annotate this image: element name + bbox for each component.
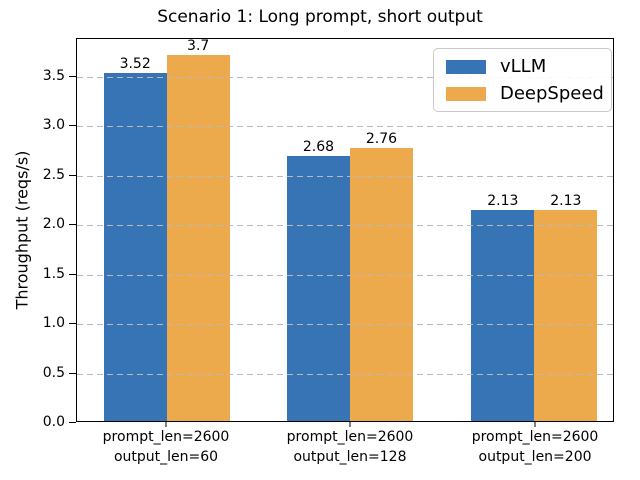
bar-vllm [286, 156, 350, 421]
y-tick-mark [69, 224, 76, 226]
legend-item-vllm: vLLM [446, 56, 599, 77]
bar-column: 3.52 [103, 56, 167, 421]
bar-deepspeed [349, 148, 413, 421]
y-tick-label: 3.0 [42, 117, 65, 134]
gridline [77, 324, 613, 326]
bar-value-label: 3.52 [119, 56, 151, 73]
gridline [77, 175, 613, 177]
bar-value-label: 2.68 [302, 139, 335, 156]
y-tick-mark [69, 125, 76, 127]
bar-column: 2.13 [534, 193, 598, 421]
y-tick-label: 3.5 [42, 68, 65, 85]
y-tick-mark [69, 422, 76, 423]
bar-group: 2.13 2.13 [471, 193, 598, 421]
gridline [77, 274, 613, 276]
x-tick-mark [534, 422, 536, 427]
y-tick-mark [69, 323, 76, 325]
legend-label: vLLM [500, 56, 547, 77]
gridline [77, 126, 613, 128]
bar-value-label: 2.76 [365, 131, 398, 148]
bar-vllm [103, 73, 167, 421]
y-tick-label: 1.5 [42, 265, 65, 282]
bar-vllm [471, 210, 535, 421]
x-tick-label: prompt_len=2600 output_len=128 [286, 429, 414, 466]
gridline [77, 225, 613, 227]
y-tick-label: 2.5 [42, 166, 65, 183]
y-tick-mark [69, 76, 76, 78]
bar-value-label: 2.13 [487, 193, 519, 210]
x-tick-label: prompt_len=2600 output_len=200 [471, 429, 599, 466]
gridline [77, 77, 613, 79]
x-tick-label: prompt_len=2600 output_len=60 [102, 429, 230, 466]
y-tick-mark [69, 273, 76, 275]
bar-column: 2.76 [349, 131, 413, 421]
bar-column: 2.68 [286, 139, 350, 421]
x-tick-mark [349, 422, 351, 427]
bar-deepspeed [534, 210, 598, 421]
chart-title: Scenario 1: Long prompt, short output [157, 7, 483, 27]
bar-value-label: 2.13 [550, 193, 582, 210]
x-tick-mark [165, 422, 167, 427]
gridline [77, 373, 613, 375]
bar-column: 2.13 [471, 193, 535, 421]
bar-group: 2.68 2.76 [286, 131, 413, 421]
legend: vLLM DeepSpeed [433, 48, 612, 112]
bar-column: 3.7 [166, 38, 230, 421]
bar-group: 3.52 3.7 [103, 38, 230, 421]
bar-deepspeed [166, 55, 230, 421]
legend-swatch-deepspeed [446, 86, 486, 101]
y-tick-mark [69, 372, 76, 374]
legend-item-deepspeed: DeepSpeed [446, 83, 604, 104]
bar-value-label: 3.7 [187, 38, 210, 55]
y-tick-label: 0.5 [42, 364, 65, 381]
y-tick-label: 2.0 [42, 216, 65, 233]
legend-label: DeepSpeed [500, 83, 604, 104]
y-tick-label: 1.0 [42, 315, 65, 332]
legend-swatch-vllm [446, 59, 486, 74]
y-tick-mark [69, 174, 76, 176]
y-tick-label: 0.0 [42, 414, 65, 430]
